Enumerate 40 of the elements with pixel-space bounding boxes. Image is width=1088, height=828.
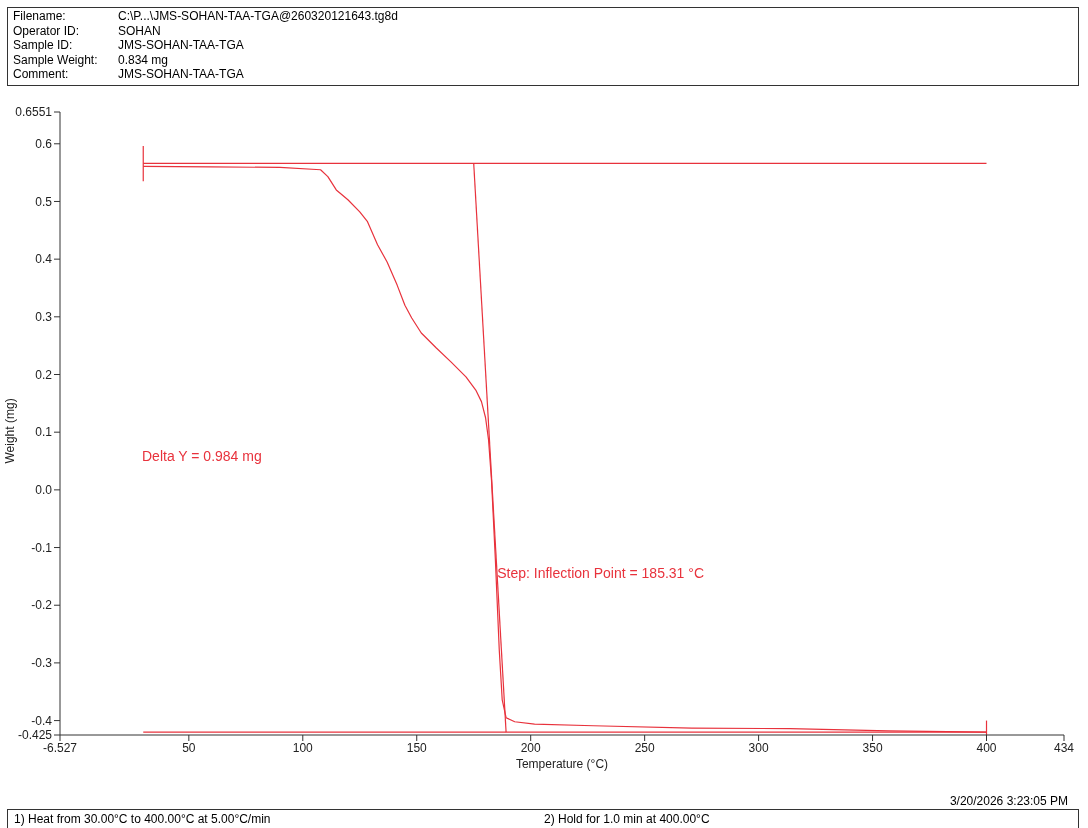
x-tick-label: 100	[292, 740, 314, 755]
y-tick-label: -0.1	[31, 540, 53, 555]
text: Operator ID:	[12, 23, 81, 38]
x-tick-label: 250	[634, 740, 655, 755]
text: Sample ID:	[12, 38, 74, 53]
text: C:\P...\JMS-SOHAN-TAA-TGA@260320121643.tg8d	[118, 9, 398, 24]
x-tick-label: 300	[748, 740, 769, 755]
text: JMS-SOHAN-TAA-TGA	[118, 67, 244, 82]
y-tick-label: -0.2	[31, 598, 53, 613]
x-tick-label: 150	[406, 740, 428, 755]
x-tick-label: 350	[862, 740, 883, 755]
x-tick-label: 50	[182, 740, 196, 755]
y-tick-label: -0.3	[31, 656, 53, 671]
y-tick-label: 0.5	[35, 194, 53, 209]
y-tick-label: 0.4	[35, 252, 53, 267]
text: SOHAN	[118, 23, 161, 38]
x-tick-label: 434	[1053, 740, 1075, 755]
text: 2) Hold for 1.0 min at 400.00°C	[544, 812, 710, 826]
text: 0.834 mg	[118, 52, 169, 67]
y-tick-label: -0.425	[17, 728, 53, 743]
y-axis-title: Weight (mg)	[3, 398, 18, 464]
y-tick-label: -0.4	[31, 713, 53, 728]
annotation: Step: Inflection Point = 185.31 °C	[497, 565, 705, 582]
x-axis-title: Temperature (°C)	[515, 757, 609, 771]
y-tick-label: 0.3	[35, 310, 53, 325]
text: Comment:	[12, 67, 70, 82]
annotation: Delta Y = 0.984 mg	[142, 448, 262, 464]
x-tick-label: 200	[520, 740, 542, 755]
x-tick-label: -6.527	[42, 740, 78, 755]
y-tick-label: 0.6551	[15, 105, 53, 120]
y-tick-label: 0.1	[35, 425, 53, 440]
y-tick-label: 0.6	[35, 137, 53, 152]
y-tick-label: 0.0	[35, 483, 53, 498]
x-tick-label: 400	[976, 740, 997, 755]
text: 1) Heat from 30.00°C to 400.00°C at 5.00°C/min	[14, 812, 271, 826]
text: JMS-SOHAN-TAA-TGA	[118, 38, 244, 53]
text: Filename:	[12, 9, 67, 24]
y-tick-label: 0.2	[35, 367, 53, 382]
text: 3/20/2026 3:23:05 PM	[949, 794, 1068, 808]
text: Sample Weight:	[12, 52, 99, 67]
